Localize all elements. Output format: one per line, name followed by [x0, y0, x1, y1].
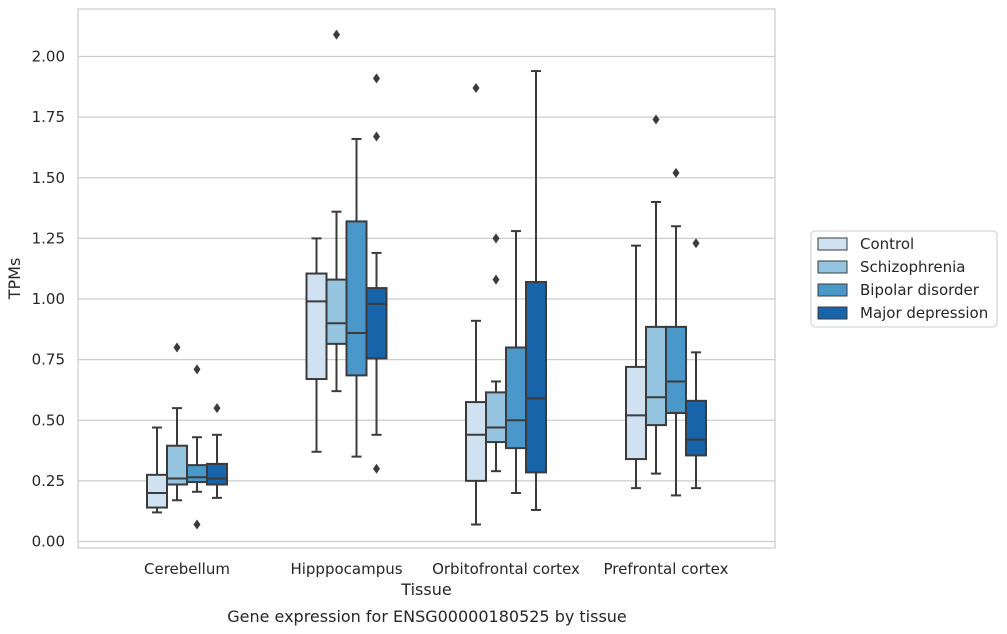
box-control	[146, 426, 168, 514]
legend-swatch	[817, 237, 848, 251]
outlier-point	[652, 114, 660, 125]
box-iqr	[146, 473, 168, 509]
plot-frame	[77, 8, 776, 549]
x-axis-label: Tissue	[400, 580, 451, 599]
box-iqr	[685, 399, 707, 457]
box-iqr	[305, 272, 328, 381]
box-bipolar-disorder	[665, 167, 687, 497]
box-iqr	[485, 391, 507, 444]
x-tick-label: Cerebellum	[144, 560, 230, 578]
legend: Control Schizophrenia Bipolar disorder Majo…	[810, 230, 998, 328]
legend-label: Control	[860, 235, 914, 253]
legend-label: Bipolar disorder	[860, 281, 980, 299]
box-major-depression	[525, 70, 547, 511]
y-tick-label: 1.25	[32, 229, 65, 247]
box-schizophrenia	[645, 114, 667, 475]
box-bipolar-disorder	[505, 230, 527, 494]
y-tick-label: 2.00	[32, 48, 65, 66]
outlier-point	[373, 73, 380, 84]
y-tick-label: 1.75	[32, 108, 65, 126]
outlier-point	[373, 463, 380, 474]
legend-swatch	[817, 260, 848, 274]
box-iqr	[325, 278, 348, 345]
legend-label: Major depression	[860, 304, 988, 322]
box-plot-marks	[146, 29, 707, 530]
box-major-depression	[206, 403, 228, 499]
legend-label: Schizophrenia	[860, 258, 965, 276]
y-axis-label: TPMs	[5, 258, 24, 301]
outlier-point	[492, 233, 500, 244]
box-schizophrenia	[325, 29, 348, 393]
outlier-point	[173, 342, 181, 353]
box-iqr	[625, 365, 647, 461]
outlier-point	[213, 403, 221, 414]
chart-caption: Gene expression for ENSG00000180525 by t…	[227, 607, 627, 626]
y-tick-label: 1.00	[32, 290, 65, 308]
box-iqr	[505, 346, 527, 450]
legend-frame	[810, 230, 998, 328]
outlier-point	[373, 131, 380, 142]
outlier-point	[193, 519, 201, 530]
legend-swatch	[817, 306, 848, 320]
box-major-depression	[365, 73, 388, 474]
outlier-point	[333, 29, 340, 40]
y-tick-label: 0.75	[32, 351, 65, 369]
box-schizophrenia	[485, 233, 507, 473]
outlier-point	[692, 238, 700, 249]
box-control	[465, 83, 487, 526]
y-tick-label: 0.25	[32, 472, 65, 490]
x-tick-label: Orbitofrontal cortex	[432, 560, 580, 578]
x-axis-ticks: Cerebellum Hipppocampus Orbitofrontal cort…	[144, 560, 729, 578]
y-axis-ticks: 0.00 0.25 0.50 0.75 1.00 1.25 1.50 1.75 2.00	[32, 48, 65, 551]
box-iqr	[665, 325, 687, 414]
outlier-point	[672, 167, 680, 178]
box-iqr	[186, 464, 208, 484]
y-tick-label: 0.50	[32, 411, 65, 429]
box-major-depression	[685, 238, 707, 490]
box-control	[625, 244, 647, 490]
box-iqr	[465, 401, 487, 482]
box-iqr	[345, 220, 368, 377]
y-tick-label: 0.00	[32, 533, 65, 551]
x-tick-label: Prefrontal cortex	[604, 560, 729, 578]
box-bipolar-disorder	[345, 137, 368, 458]
box-iqr	[525, 281, 547, 474]
box-iqr	[365, 287, 388, 360]
legend-swatch	[817, 283, 848, 297]
outlier-point	[193, 364, 201, 375]
outlier-point	[472, 83, 480, 94]
outlier-point	[492, 274, 500, 285]
box-bipolar-disorder	[186, 364, 208, 530]
box-schizophrenia	[166, 342, 188, 502]
box-iqr	[206, 462, 228, 486]
x-tick-label: Hipppocampus	[290, 560, 402, 578]
box-iqr	[645, 325, 667, 427]
y-tick-label: 1.50	[32, 169, 65, 187]
